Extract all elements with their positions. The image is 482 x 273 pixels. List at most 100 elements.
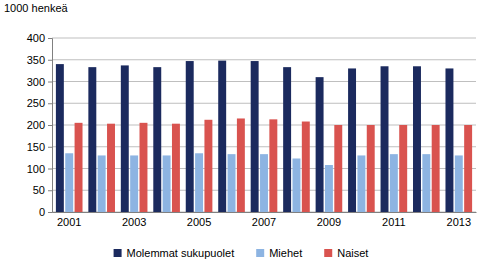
- tick: 150: [27, 141, 52, 153]
- tick-mark: [48, 60, 52, 61]
- bar: [140, 123, 148, 212]
- bar: [269, 119, 277, 212]
- tick-label: 0: [39, 206, 45, 218]
- bar: [75, 123, 83, 212]
- bar: [325, 165, 333, 212]
- axis-line: [48, 39, 53, 213]
- tick-label: 2001: [57, 216, 81, 228]
- grid-line: [52, 125, 476, 126]
- tick-label: 150: [27, 141, 45, 153]
- grid-line: [52, 81, 476, 82]
- bar: [163, 155, 171, 212]
- bar: [172, 124, 180, 212]
- tick: 0: [39, 206, 52, 218]
- tick-mark: [48, 125, 52, 126]
- tick-mark: [48, 169, 52, 170]
- bar: [367, 125, 375, 212]
- bar: [88, 67, 96, 212]
- tick-label: 250: [27, 97, 45, 109]
- bar: [381, 66, 389, 212]
- bar: [283, 67, 291, 212]
- bar: [413, 66, 421, 212]
- tick-label: 2005: [187, 216, 211, 228]
- tick: 2009: [317, 212, 341, 228]
- tick-label: 2009: [317, 216, 341, 228]
- legend-item: Naiset: [324, 247, 368, 259]
- grid-line: [52, 146, 476, 147]
- bar: [153, 67, 161, 212]
- y-axis: 0 50 100 150 200 250 300 350 400: [27, 32, 53, 218]
- bar: [65, 153, 73, 212]
- axis-title: 1000 henkeä: [4, 2, 68, 14]
- bar: [464, 125, 472, 212]
- bar: [399, 125, 407, 212]
- tick-mark: [48, 38, 52, 39]
- grid: [52, 38, 476, 212]
- tick-mark: [48, 82, 52, 83]
- tick-label: 100: [27, 163, 45, 175]
- grid-line: [52, 59, 476, 60]
- bar: [316, 77, 324, 212]
- bar: [302, 122, 310, 212]
- bar: [445, 68, 453, 212]
- tick: 2011: [382, 212, 406, 228]
- tick: 350: [27, 54, 52, 66]
- tick: 400: [27, 32, 52, 44]
- bar: [98, 155, 106, 212]
- tick-label: 50: [33, 184, 45, 196]
- bar: [237, 118, 245, 212]
- bar: [334, 125, 342, 212]
- tick: 2001: [57, 212, 81, 228]
- tick: 250: [27, 97, 52, 109]
- bar: [348, 68, 356, 212]
- tick-label: 2007: [252, 216, 276, 228]
- tick: 2013: [447, 212, 471, 228]
- tick-label: 2011: [382, 216, 406, 228]
- bar: [260, 154, 268, 212]
- bar: [455, 155, 463, 212]
- bar: [357, 155, 365, 212]
- tick-mark: [48, 190, 52, 191]
- legend-label: Miehet: [269, 247, 302, 259]
- tick-label: 350: [27, 54, 45, 66]
- bar: [56, 64, 64, 212]
- tick: 50: [33, 184, 52, 196]
- legend: Molemmat sukupuolet Miehet Naiset: [114, 247, 369, 259]
- legend-item: Miehet: [256, 247, 302, 259]
- tick-label: 2003: [122, 216, 146, 228]
- bar: [228, 154, 236, 212]
- bar: [195, 153, 203, 212]
- legend-swatch: [256, 249, 264, 257]
- bar: [218, 61, 226, 212]
- bars: [56, 61, 472, 212]
- tick-mark: [48, 103, 52, 104]
- axis-line: [53, 212, 477, 213]
- bar: [432, 125, 440, 212]
- series: [75, 118, 473, 212]
- legend-label: Naiset: [337, 247, 368, 259]
- grid-line: [52, 38, 476, 39]
- legend-swatch: [324, 249, 332, 257]
- bar: [107, 124, 115, 212]
- tick-mark: [48, 147, 52, 148]
- legend-label: Molemmat sukupuolet: [127, 247, 235, 259]
- bar: [121, 65, 129, 212]
- tick-label: 2013: [447, 216, 471, 228]
- bar: [251, 61, 259, 212]
- grid-line: [52, 103, 476, 104]
- x-axis: 2001 2003 2005 2007 2009 2011 2013: [53, 212, 477, 228]
- bar: [186, 61, 194, 212]
- tick: 2007: [252, 212, 276, 228]
- tick-label: 200: [27, 119, 45, 131]
- tick: 100: [27, 163, 52, 175]
- tick: 2005: [187, 212, 211, 228]
- tick-label: 400: [27, 32, 45, 44]
- bar: [292, 158, 300, 212]
- tick-label: 300: [27, 76, 45, 88]
- tick-mark: [48, 212, 52, 213]
- series: [56, 61, 454, 212]
- tick: 2003: [122, 212, 146, 228]
- tick: 300: [27, 76, 52, 88]
- tick: 200: [27, 119, 52, 131]
- legend-swatch: [114, 249, 122, 257]
